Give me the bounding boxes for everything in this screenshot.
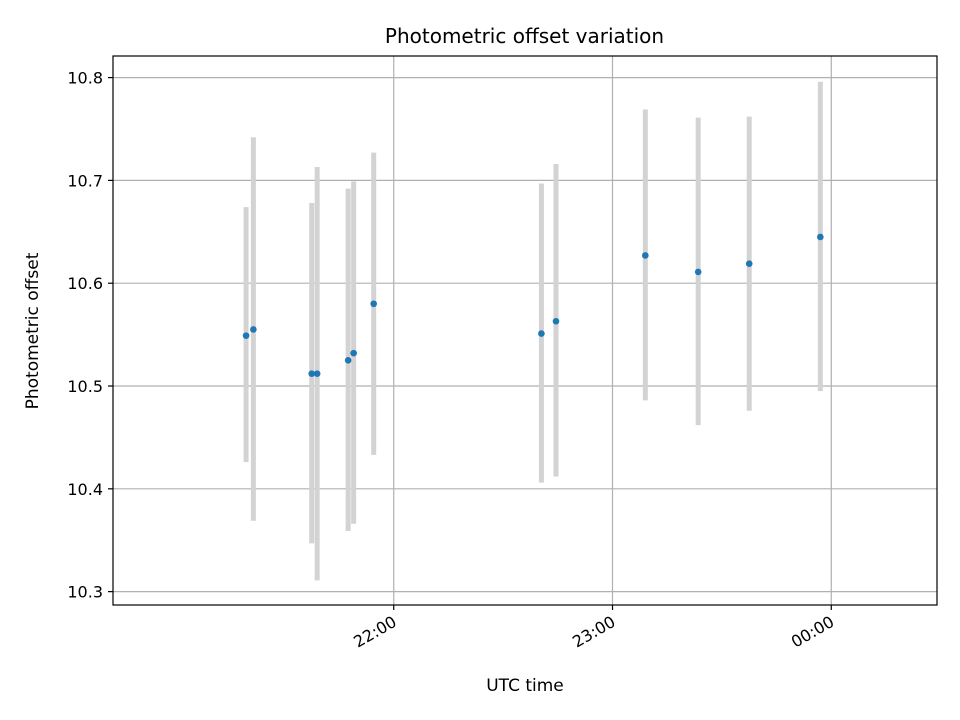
data-point	[817, 233, 824, 241]
grid-layer	[113, 56, 937, 605]
data-point	[370, 300, 377, 308]
y-tick-label: 10.8	[67, 69, 103, 88]
data-point	[538, 330, 545, 337]
data-point	[250, 326, 257, 333]
data-point	[242, 332, 250, 339]
data-point	[552, 317, 560, 325]
data-point	[642, 252, 649, 259]
y-tick-label: 10.7	[67, 171, 103, 190]
y-tick-label: 10.5	[67, 377, 103, 396]
data-point	[350, 349, 357, 357]
point-layer	[242, 233, 824, 377]
y-tick-label: 10.4	[67, 480, 103, 499]
y-tick-label: 10.3	[67, 583, 103, 602]
y-tick-label: 10.6	[67, 274, 103, 293]
plot-area-frame	[112, 55, 938, 606]
x-axis-title: UTC time	[486, 676, 564, 696]
data-point	[694, 268, 702, 276]
data-point	[344, 357, 352, 364]
data-point	[308, 370, 316, 377]
chart-title: Photometric offset variation	[385, 24, 664, 48]
y-axis-title: Photometric offset	[23, 252, 43, 409]
data-point	[745, 260, 753, 267]
data-point	[313, 370, 321, 377]
